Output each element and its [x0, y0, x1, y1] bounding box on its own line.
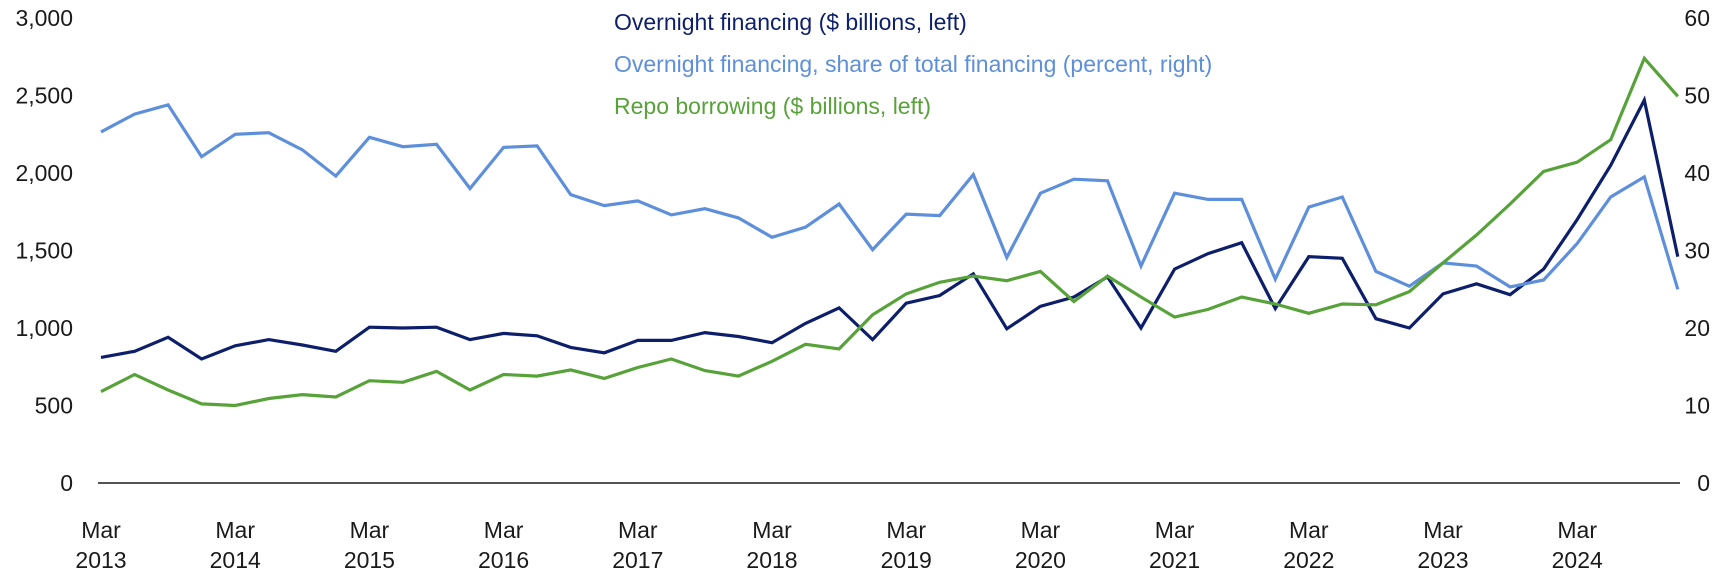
- x-tick-year: 2017: [612, 547, 663, 573]
- x-tick-year: 2014: [210, 547, 261, 573]
- right-y-tick-label: 30: [1684, 238, 1710, 264]
- x-tick-year: 2020: [1015, 547, 1066, 573]
- series-line-1: [100, 95, 1680, 361]
- right-y-tick-label: 50: [1684, 83, 1710, 109]
- x-tick-month: Mar: [1423, 517, 1463, 543]
- series-lines: [100, 55, 1680, 408]
- left-y-tick-label: 0: [60, 470, 73, 496]
- x-tick-label: Mar 2013: [75, 517, 126, 573]
- x-tick-month: Mar: [1155, 517, 1195, 543]
- x-tick-month: Mar: [752, 517, 792, 543]
- series-line-3: [100, 55, 1680, 408]
- x-tick-label: Mar 2024: [1552, 517, 1603, 573]
- x-tick-year: 2013: [75, 547, 126, 573]
- x-tick-month: Mar: [81, 517, 121, 543]
- x-tick-year: 2023: [1417, 547, 1468, 573]
- left-y-tick-label: 500: [35, 393, 73, 419]
- x-tick-year: 2022: [1283, 547, 1334, 573]
- x-tick-year: 2018: [746, 547, 797, 573]
- x-tick-month: Mar: [215, 517, 255, 543]
- left-y-tick-label: 1,500: [15, 238, 73, 264]
- x-tick-label: Mar 2015: [344, 517, 395, 573]
- x-tick-year: 2015: [344, 547, 395, 573]
- x-tick-label: Mar 2016: [478, 517, 529, 573]
- left-y-tick-label: 2,500: [15, 83, 73, 109]
- right-y-tick-label: 40: [1684, 160, 1710, 186]
- x-axis-ticks: Mar 2013 Mar 2014 Mar 2015 Mar 2016 Mar 2017 Mar 20…: [75, 517, 1603, 573]
- right-y-axis-ticks: 0 10 20 30 40 50 60: [1684, 5, 1710, 496]
- x-tick-year: 2016: [478, 547, 529, 573]
- legend-entry-2: Overnight financing, share of total fina…: [614, 51, 1212, 77]
- right-y-tick-label: 0: [1697, 470, 1710, 496]
- left-y-tick-label: 3,000: [15, 5, 73, 31]
- x-tick-year: 2019: [881, 547, 932, 573]
- x-tick-label: Mar 2023: [1417, 517, 1468, 573]
- x-tick-month: Mar: [1289, 517, 1329, 543]
- x-tick-label: Mar 2014: [210, 517, 261, 573]
- right-y-tick-label: 60: [1684, 5, 1710, 31]
- x-tick-month: Mar: [1557, 517, 1597, 543]
- legend: Overnight financing ($ billions, left) Ov…: [614, 9, 1212, 119]
- x-tick-month: Mar: [886, 517, 926, 543]
- left-y-tick-label: 2,000: [15, 160, 73, 186]
- left-y-axis-ticks: 0 500 1,000 1,500 2,000 2,500 3,000: [15, 5, 73, 496]
- x-tick-year: 2021: [1149, 547, 1200, 573]
- right-y-tick-label: 20: [1684, 315, 1710, 341]
- series-line-2: [100, 102, 1680, 290]
- x-tick-label: Mar 2021: [1149, 517, 1200, 573]
- x-tick-label: Mar 2022: [1283, 517, 1334, 573]
- x-tick-label: Mar 2019: [881, 517, 932, 573]
- x-tick-month: Mar: [350, 517, 390, 543]
- x-tick-label: Mar 2020: [1015, 517, 1066, 573]
- x-tick-year: 2024: [1552, 547, 1603, 573]
- legend-entry-1: Overnight financing ($ billions, left): [614, 9, 967, 35]
- legend-entry-3: Repo borrowing ($ billions, left): [614, 93, 931, 119]
- x-tick-label: Mar 2017: [612, 517, 663, 573]
- x-tick-month: Mar: [484, 517, 524, 543]
- left-y-tick-label: 1,000: [15, 315, 73, 341]
- right-y-tick-label: 10: [1684, 393, 1710, 419]
- x-tick-label: Mar 2018: [746, 517, 797, 573]
- x-tick-month: Mar: [618, 517, 658, 543]
- x-tick-month: Mar: [1021, 517, 1061, 543]
